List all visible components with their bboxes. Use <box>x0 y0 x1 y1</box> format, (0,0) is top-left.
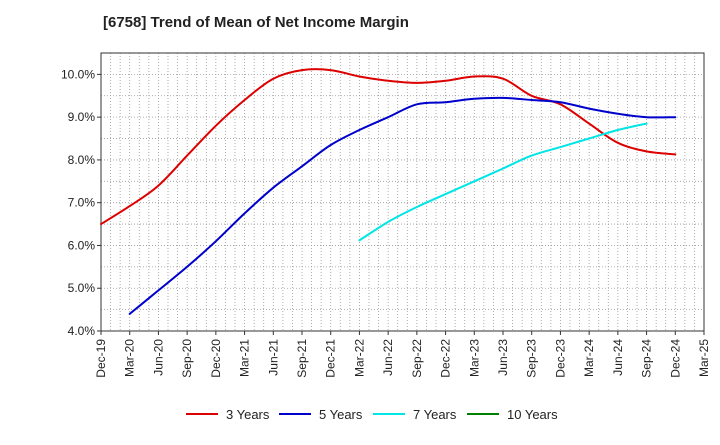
chart-title: [6758] Trend of Mean of Net Income Margi… <box>103 14 409 31</box>
plot-frame <box>100 52 705 332</box>
legend-label-7-years: 7 Years <box>413 407 457 422</box>
x-tick-label: Jun-23 <box>496 339 510 376</box>
x-tick-label: Sep-24 <box>640 339 654 378</box>
x-tick-label: Mar-22 <box>352 339 366 377</box>
x-tick-label: Sep-20 <box>180 339 194 378</box>
y-tick-label: 5.0% <box>68 281 96 295</box>
x-tick-label: Jun-24 <box>611 339 625 376</box>
x-tick-label: Sep-21 <box>295 339 309 378</box>
y-tick-label: 10.0% <box>61 67 95 81</box>
x-tick-label: Jun-21 <box>266 339 280 376</box>
series-line-7-years <box>358 122 648 242</box>
x-tick-label: Mar-21 <box>238 339 252 377</box>
legend-label-10-years: 10 Years <box>507 407 558 422</box>
x-tick-label: Sep-22 <box>410 339 424 378</box>
x-tick-label: Jun-20 <box>151 339 165 376</box>
series-line-5-years <box>128 96 677 315</box>
x-tick-label: Dec-21 <box>324 339 338 378</box>
x-tick-label: Dec-20 <box>209 339 223 378</box>
x-tick-label: Dec-19 <box>94 339 108 378</box>
x-tick-label: Dec-24 <box>668 339 682 378</box>
y-tick-label: 9.0% <box>68 110 96 124</box>
x-tick-label: Mar-20 <box>123 339 137 377</box>
x-tick-label: Dec-22 <box>439 339 453 378</box>
series-line-3-years <box>100 68 677 226</box>
x-tick-label: Jun-22 <box>381 339 395 376</box>
x-tick-label: Mar-24 <box>582 339 596 377</box>
x-tick-label: Mar-23 <box>467 339 481 377</box>
y-tick-label: 6.0% <box>68 238 96 252</box>
x-tick-label: Mar-25 <box>697 339 711 377</box>
y-tick-label: 7.0% <box>68 196 96 210</box>
y-tick-label: 4.0% <box>68 324 96 338</box>
legend-label-5-years: 5 Years <box>319 407 363 422</box>
y-tick-label: 8.0% <box>68 153 96 167</box>
legend-label-3-years: 3 Years <box>226 407 270 422</box>
x-tick-label: Dec-23 <box>553 339 567 378</box>
x-tick-label: Sep-23 <box>525 339 539 378</box>
